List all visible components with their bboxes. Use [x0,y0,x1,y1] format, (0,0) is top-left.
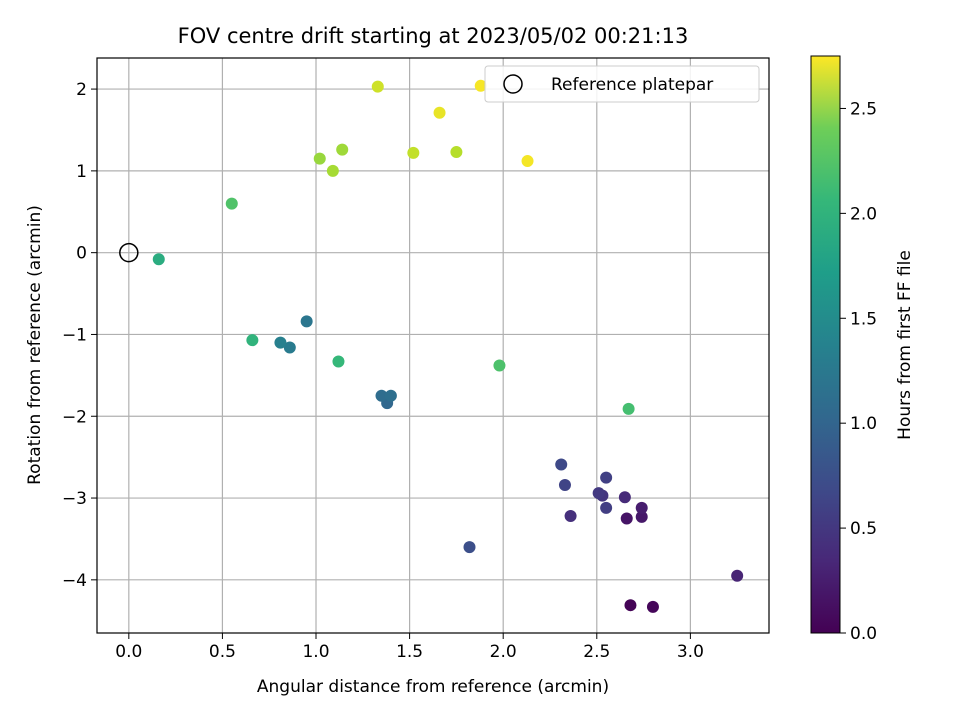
data-point [433,106,446,119]
data-point [336,143,349,156]
data-point [375,389,388,402]
data-point [521,155,534,168]
data-point [635,501,648,514]
reference-point [119,242,139,263]
colorbar-gradient [810,55,841,634]
data-point [622,402,635,415]
legend: Reference platepar [484,65,760,103]
y-tick-label: 0 [76,244,87,264]
colorbar-ticks: 0.0 0.5 1.0 1.5 2.0 2.5 [840,99,877,644]
data-point [371,80,384,93]
data-point [326,164,339,177]
data-point [564,510,577,523]
data-point [555,458,568,471]
legend-entry-label: Reference platepar [551,75,713,95]
reference-platepar-marker [119,242,139,263]
colorbar-tick-label: 1.0 [850,414,877,434]
x-tick-label: 2.0 [490,642,517,662]
data-point [313,152,326,165]
colorbar-tick-label: 2.5 [850,99,877,119]
x-tick-label: 3.0 [677,642,704,662]
y-tick-label: −2 [62,407,87,427]
y-tick-label: 2 [76,80,87,100]
data-point [592,487,605,500]
colorbar-tick-label: 0.0 [850,624,877,644]
data-point [493,359,506,372]
data-point [620,512,633,525]
legend-box [484,65,760,103]
x-tick-label: 0.0 [115,642,142,662]
x-tick-label: 1.0 [302,642,329,662]
y-tick-label: −3 [62,489,87,509]
data-point [618,491,631,504]
data-point [731,569,744,582]
colorbar-label: Hours from first FF file [895,250,915,440]
chart-title: FOV centre drift starting at 2023/05/02 … [178,24,689,48]
y-axis-label: Rotation from reference (arcmin) [25,205,45,485]
y-tick-label: −4 [62,571,87,591]
x-tick-label: 2.5 [583,642,610,662]
x-tick-label: 1.5 [396,642,423,662]
y-axis-ticks: 2 1 0 −1 −2 −3 −4 [62,80,97,591]
data-point [300,315,313,328]
data-point [646,600,659,613]
colorbar-tick-label: 2.0 [850,204,877,224]
x-tick-label: 0.5 [209,642,236,662]
data-point [152,253,165,266]
y-tick-label: 1 [76,162,87,182]
data-point [332,355,345,368]
data-point [384,389,397,402]
data-point [600,501,613,514]
data-point [463,541,476,554]
data-point [246,334,259,347]
colorbar-tick-label: 1.5 [850,309,877,329]
colorbar: 0.0 0.5 1.0 1.5 2.0 2.5 Hours from first FF f… [810,55,915,644]
data-point [283,341,296,354]
data-point [407,146,420,159]
x-axis-label: Angular distance from reference (arcmin) [257,677,609,697]
plot-frame [96,57,770,634]
data-point [635,510,648,523]
data-points [152,79,744,613]
data-point [624,599,637,612]
y-tick-label: −1 [62,325,87,345]
data-point [600,471,613,484]
data-point [274,336,287,349]
data-point [474,79,487,92]
colorbar-tick-label: 0.5 [850,519,877,539]
data-point [450,146,463,159]
gridlines [97,58,769,633]
legend-marker-icon [503,74,523,94]
x-axis-ticks: 0.0 0.5 1.0 1.5 2.0 2.5 3.0 [115,633,704,662]
data-point [558,478,571,491]
data-point [225,197,238,210]
